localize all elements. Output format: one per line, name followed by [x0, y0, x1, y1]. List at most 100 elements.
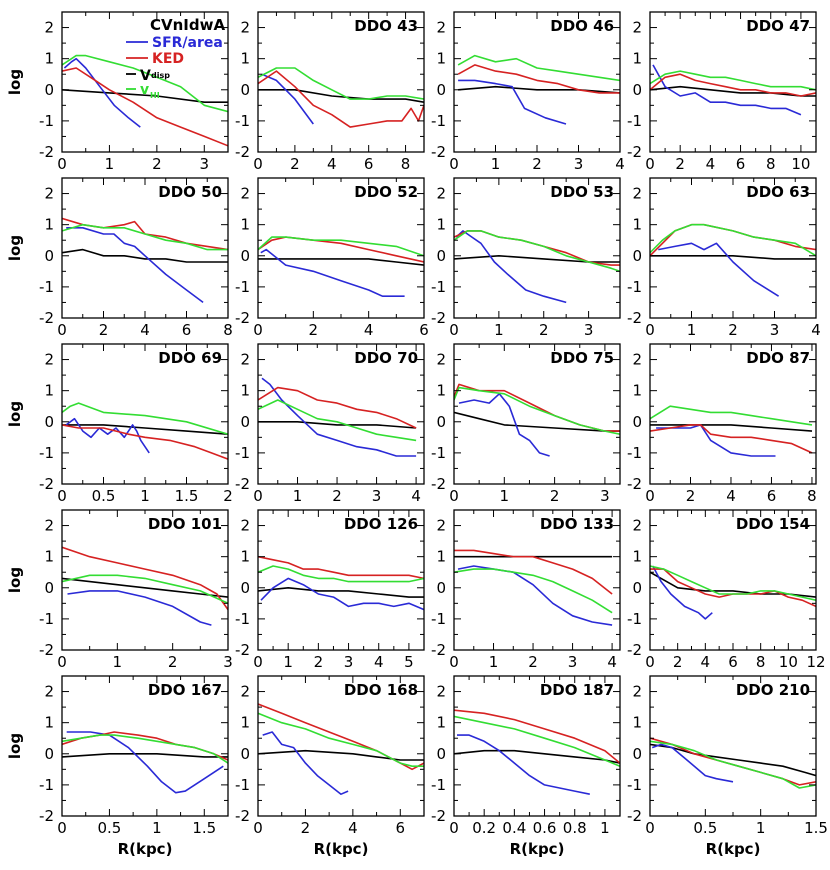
series-line-ked — [258, 70, 424, 128]
x-tick-label: 1 — [500, 487, 510, 505]
x-tick-label: 1 — [489, 653, 499, 671]
x-tick-label: 1 — [283, 653, 293, 671]
series-line-vhi — [62, 574, 228, 605]
y-tick-label: -1 — [627, 610, 642, 628]
y-tick-label: 0 — [240, 81, 250, 99]
y-tick-label: -2 — [627, 309, 642, 327]
y-tick-label: 0 — [632, 81, 642, 99]
series-line-vdisp — [650, 255, 816, 260]
panel-series — [62, 402, 228, 460]
y-tick-label: -1 — [235, 444, 250, 462]
y-tick-label: 0 — [44, 745, 54, 763]
y-tick-label: -2 — [235, 807, 250, 825]
x-tick-label: 4 — [615, 155, 625, 173]
y-tick-label: 1 — [240, 714, 250, 732]
x-tick-label: 1 — [105, 155, 115, 173]
y-tick-label: 2 — [632, 683, 642, 701]
x-tick-label: 2 — [168, 653, 178, 671]
series-line-vhi — [62, 734, 228, 764]
x-tick-label: 6 — [736, 155, 746, 173]
series-line-ked — [457, 64, 620, 94]
x-tick-label: 8 — [807, 487, 817, 505]
x-tick-label: 2 — [309, 321, 319, 339]
series-line-vhi — [650, 740, 816, 789]
y-tick-label: -2 — [39, 475, 54, 493]
y-tick-label: 1 — [240, 382, 250, 400]
x-tick-label: 3 — [223, 653, 233, 671]
series-line-vdisp — [258, 586, 424, 598]
panel-frame — [257, 509, 425, 651]
x-tick-label: 1 — [494, 321, 504, 339]
panel-frame — [453, 509, 621, 651]
y-tick-label: 2 — [632, 517, 642, 535]
series-line-vhi — [258, 712, 424, 768]
panel-series — [650, 737, 816, 789]
series-line-ked — [650, 223, 816, 257]
x-tick-label: 6 — [767, 487, 777, 505]
y-tick-label: 1 — [632, 50, 642, 68]
y-tick-label: 1 — [44, 216, 54, 234]
panel-17: 210-1-20 2 4 6R(kpc)DDO 168 — [235, 675, 425, 858]
panel-8: 2 1 0 -1 -2 log 0 0.5 1 1.5 2 DDO 69 — [6, 343, 233, 505]
series-line-vdisp — [458, 85, 620, 94]
series-line-vdisp — [650, 424, 813, 432]
x-tick-label: 1 — [687, 321, 697, 339]
x-tick-label: 1 — [293, 487, 303, 505]
panel-series — [258, 377, 417, 457]
panel-frame — [61, 675, 229, 817]
y-tick-label: 2 — [44, 351, 54, 369]
x-tick-label: 1 — [113, 653, 123, 671]
x-tick-label: 0 — [57, 653, 67, 671]
y-tick-label: 0 — [632, 413, 642, 431]
x-tick-label: 4 — [348, 819, 358, 837]
series-line-sfrarea — [652, 64, 802, 116]
y-tick-label: 0 — [44, 413, 54, 431]
panel-series — [258, 67, 424, 128]
series-line-vhi — [62, 402, 228, 435]
panel-title: DDO 53 — [550, 183, 614, 201]
series-line-vdisp — [62, 752, 228, 758]
series-line-ked — [650, 424, 813, 454]
x-tick-label: 1 — [152, 819, 162, 837]
series-line-sfrarea — [651, 743, 734, 783]
x-tick-label: 4 — [327, 155, 337, 173]
y-tick-label: 0 — [44, 247, 54, 265]
y-tick-label: 0 — [436, 413, 446, 431]
x-tick-label: 6 — [419, 321, 429, 339]
series-line-ked — [62, 67, 228, 147]
panel-title: DDO 168 — [344, 681, 418, 699]
panel-title: DDO 87 — [746, 349, 810, 367]
y-tick-label: 1 — [632, 548, 642, 566]
x-axis-label: R(kpc) — [510, 840, 565, 858]
y-tick-label: -1 — [431, 112, 446, 130]
y-tick-label: 1 — [436, 714, 446, 732]
x-tick-label: 5 — [404, 653, 414, 671]
series-line-vdisp — [62, 424, 228, 435]
panel-frame — [257, 11, 425, 153]
x-tick-label: 2 — [539, 321, 549, 339]
x-tick-label: 1 — [491, 155, 501, 173]
x-tick-label: 4 — [706, 155, 716, 173]
panel-title: DDO 69 — [158, 349, 222, 367]
series-line-ked — [258, 703, 424, 771]
series-line-ked — [258, 236, 424, 263]
series-line-vdisp — [258, 420, 417, 429]
series-line-ked — [454, 709, 620, 764]
x-tick-label: 3 — [344, 653, 354, 671]
panel-series — [62, 731, 228, 794]
panel-series — [258, 555, 424, 611]
y-tick-label: 2 — [44, 185, 54, 203]
y-tick-label: 0 — [240, 247, 250, 265]
x-tick-label: 0 — [57, 487, 67, 505]
x-tick-label: 2 — [550, 487, 560, 505]
panel-series — [454, 709, 620, 795]
x-tick-label: 0 — [645, 653, 655, 671]
y-tick-label: -1 — [39, 444, 54, 462]
y-tick-label: -2 — [431, 143, 446, 161]
x-tick-label: 0 — [57, 321, 67, 339]
y-tick-label: 1 — [632, 382, 642, 400]
y-tick-label: -2 — [235, 641, 250, 659]
